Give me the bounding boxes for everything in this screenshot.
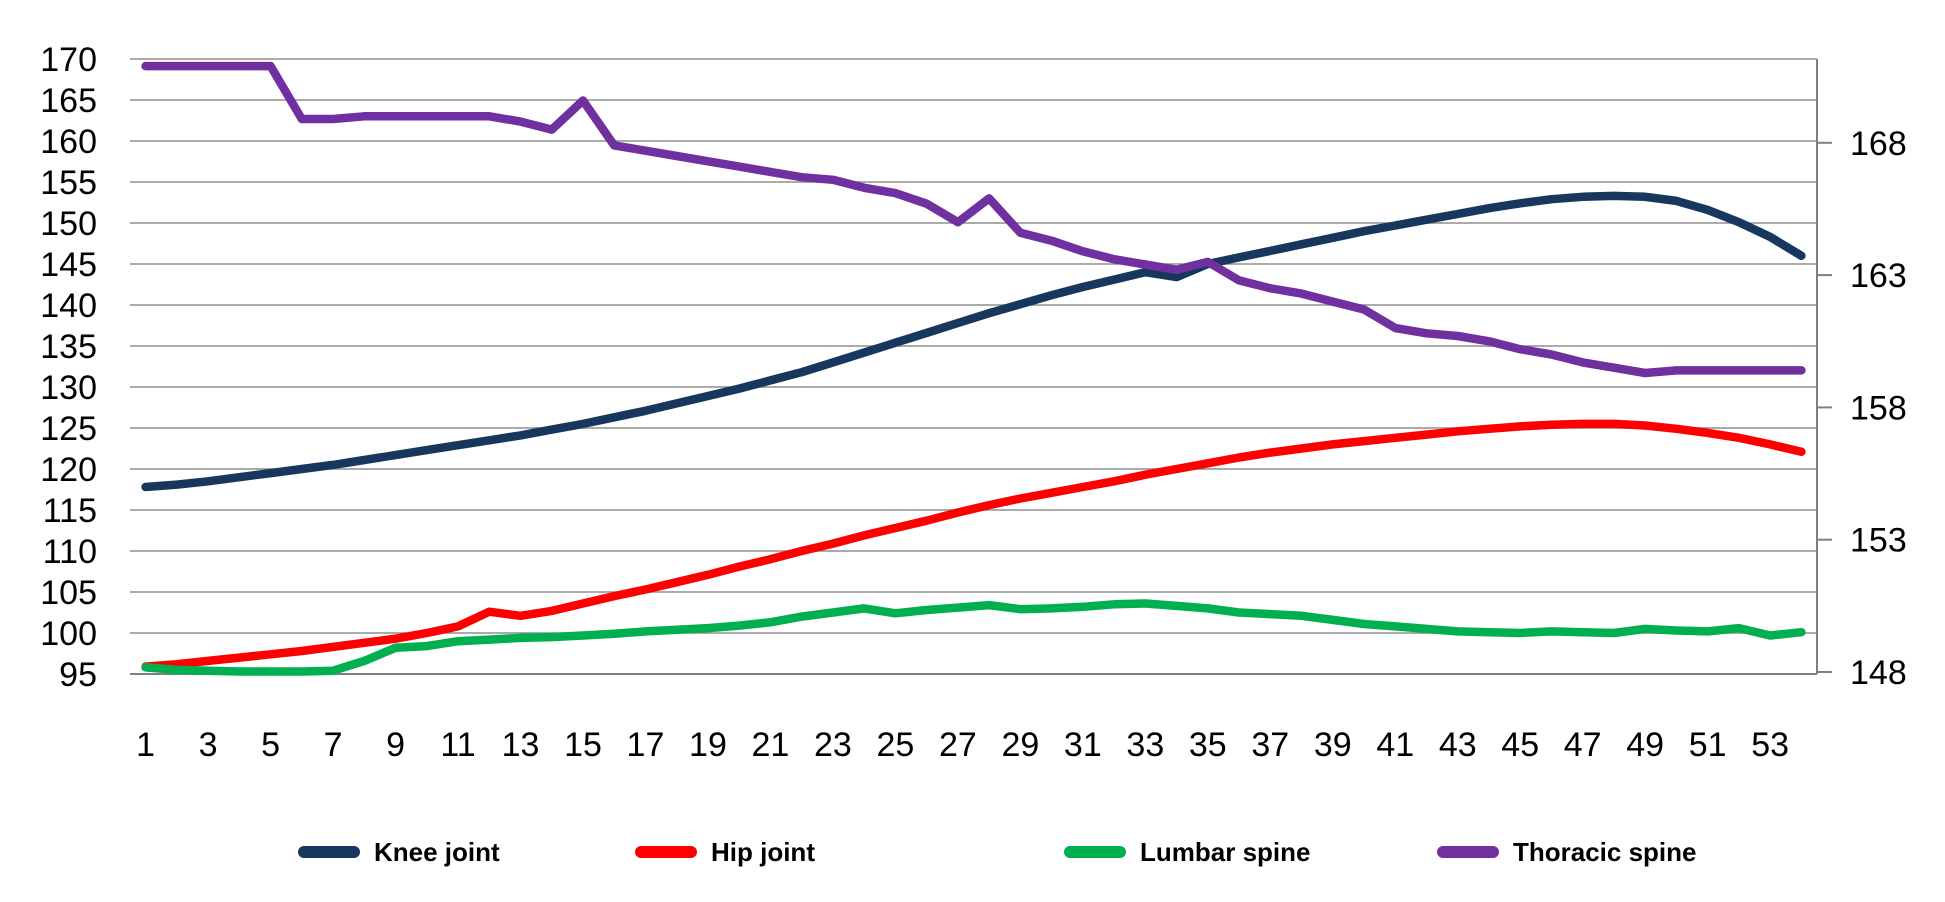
series-line-thoracic-spine bbox=[141, 61, 1806, 378]
x-axis-tick-label: 9 bbox=[386, 726, 405, 764]
left-axis-tick-label: 110 bbox=[43, 533, 97, 571]
x-axis-tick-label: 29 bbox=[1001, 726, 1039, 764]
series-line-hip-joint bbox=[141, 419, 1806, 671]
legend-item-knee-joint: Knee joint bbox=[298, 836, 500, 868]
x-axis-tick-label: 51 bbox=[1689, 726, 1727, 764]
knee-joint-swatch-icon bbox=[298, 846, 360, 858]
x-axis-tick-label: 13 bbox=[502, 726, 540, 764]
x-axis-tick-label: 41 bbox=[1376, 726, 1414, 764]
x-axis-tick-label: 49 bbox=[1626, 726, 1664, 764]
legend-item-thoracic-spine: Thoracic spine bbox=[1437, 836, 1697, 868]
left-axis-tick-label: 130 bbox=[40, 369, 97, 407]
x-axis-tick-label: 37 bbox=[1251, 726, 1289, 764]
x-axis-tick-label: 21 bbox=[752, 726, 790, 764]
chart-legend: Knee joint Hip joint Lumbar spine Thorac… bbox=[0, 836, 1945, 876]
x-axis-tick-label: 15 bbox=[564, 726, 602, 764]
left-axis-tick-label: 120 bbox=[40, 451, 97, 489]
x-axis-tick-label: 45 bbox=[1501, 726, 1539, 764]
x-axis-tick-label: 7 bbox=[324, 726, 343, 764]
x-axis-tick-label: 53 bbox=[1751, 726, 1789, 764]
x-axis-tick-label: 39 bbox=[1314, 726, 1352, 764]
left-axis-tick-label: 100 bbox=[40, 615, 97, 653]
right-axis-tick-label: 168 bbox=[1850, 125, 1907, 163]
x-axis-tick-label: 17 bbox=[627, 726, 665, 764]
x-axis-tick-label: 3 bbox=[199, 726, 218, 764]
right-axis-tick-label: 148 bbox=[1850, 654, 1907, 692]
hip-joint-swatch-icon bbox=[635, 846, 697, 858]
left-axis-tick-label: 160 bbox=[40, 123, 97, 161]
right-axis-tick-label: 158 bbox=[1850, 389, 1907, 427]
line-chart-canvas: 9510010511011512012513013514014515015516… bbox=[40, 41, 1907, 764]
thoracic-spine-swatch-icon bbox=[1437, 846, 1499, 858]
left-axis-tick-label: 125 bbox=[40, 410, 97, 448]
left-axis-tick-label: 115 bbox=[43, 492, 97, 530]
x-axis-tick-label: 25 bbox=[876, 726, 914, 764]
x-axis-tick-label: 11 bbox=[440, 726, 475, 764]
x-axis-tick-label: 33 bbox=[1126, 726, 1164, 764]
left-axis-tick-label: 165 bbox=[40, 82, 97, 120]
legend-label: Thoracic spine bbox=[1513, 837, 1697, 867]
x-axis-tick-label: 5 bbox=[261, 726, 280, 764]
right-axis-tick-label: 163 bbox=[1850, 257, 1907, 295]
left-axis-tick-label: 105 bbox=[40, 574, 97, 612]
x-axis-tick-label: 31 bbox=[1064, 726, 1102, 764]
lumbar-spine-swatch-icon bbox=[1064, 846, 1126, 858]
left-axis-tick-label: 145 bbox=[40, 246, 97, 284]
legend-label: Lumbar spine bbox=[1140, 837, 1311, 867]
series-line-knee-joint bbox=[141, 191, 1806, 492]
left-axis-tick-label: 140 bbox=[40, 287, 97, 325]
legend-item-hip-joint: Hip joint bbox=[635, 836, 815, 868]
x-axis-tick-label: 43 bbox=[1439, 726, 1477, 764]
legend-label: Knee joint bbox=[374, 837, 500, 867]
right-axis-tick-label: 153 bbox=[1850, 522, 1907, 560]
left-axis-tick-label: 150 bbox=[40, 205, 97, 243]
series-line-lumbar-spine bbox=[141, 599, 1806, 676]
legend-item-lumbar-spine: Lumbar spine bbox=[1064, 836, 1310, 868]
left-axis-tick-label: 155 bbox=[40, 164, 97, 202]
legend-label: Hip joint bbox=[711, 837, 815, 867]
x-axis-tick-label: 1 bbox=[136, 726, 155, 764]
x-axis-tick-label: 23 bbox=[814, 726, 852, 764]
left-axis-tick-label: 95 bbox=[59, 656, 97, 694]
x-axis-tick-label: 19 bbox=[689, 726, 727, 764]
x-axis-tick-label: 27 bbox=[939, 726, 977, 764]
left-axis-tick-label: 170 bbox=[40, 41, 97, 79]
left-axis-tick-label: 135 bbox=[40, 328, 97, 366]
x-axis-tick-label: 35 bbox=[1189, 726, 1227, 764]
x-axis-tick-label: 47 bbox=[1564, 726, 1602, 764]
